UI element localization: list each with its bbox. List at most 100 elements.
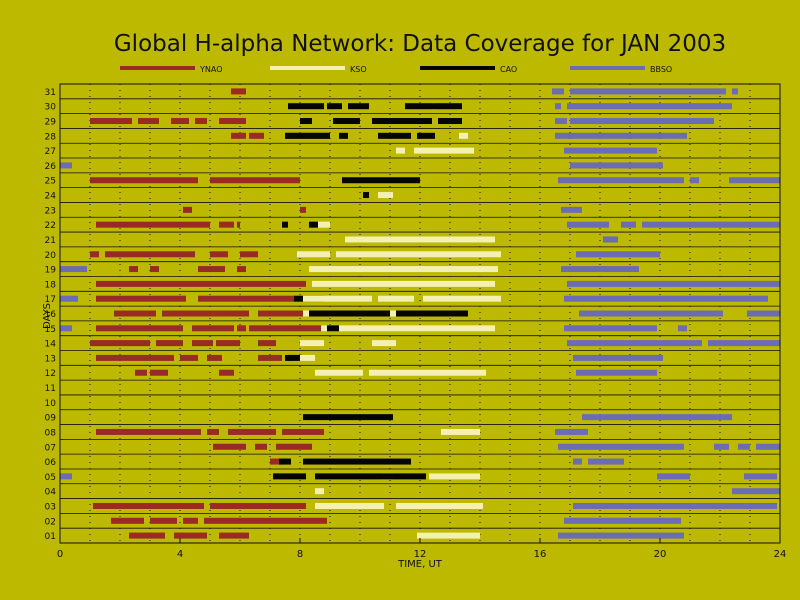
coverage-bar-bbso	[621, 221, 636, 228]
coverage-bar-ynao	[171, 118, 189, 125]
coverage-bar-bbso	[582, 414, 732, 421]
y-tick-label: 24	[45, 192, 57, 202]
coverage-bar-bbso	[60, 295, 78, 302]
coverage-bar-bbso	[573, 458, 582, 465]
coverage-bar-bbso	[657, 473, 690, 480]
legend-label-ynao: YNAO	[199, 65, 223, 74]
coverage-bar-bbso	[747, 310, 780, 317]
coverage-bar-cao	[279, 458, 291, 465]
coverage-bar-kso	[396, 147, 405, 154]
y-tick-label: 20	[45, 251, 57, 261]
coverage-bar-cao	[309, 221, 318, 228]
coverage-bar-cao	[309, 310, 390, 317]
y-tick-label: 15	[45, 325, 56, 335]
coverage-bar-bbso	[570, 118, 714, 125]
y-axis-label: DAYS	[42, 303, 53, 329]
y-tick-label: 26	[45, 162, 57, 172]
coverage-bar-bbso	[60, 266, 87, 273]
coverage-bar-ynao	[114, 310, 156, 317]
coverage-bar-cao	[333, 118, 360, 125]
coverage-bar-ynao	[255, 443, 267, 450]
legend-label-cao: CAO	[500, 65, 517, 74]
coverage-bar-ynao	[90, 251, 99, 258]
coverage-bar-bbso	[570, 88, 726, 95]
coverage-bar-kso	[372, 340, 396, 347]
y-tick-label: 19	[45, 266, 57, 276]
coverage-bar-cao	[342, 177, 420, 184]
coverage-bar-ynao	[198, 295, 324, 302]
coverage-bar-cao	[315, 473, 426, 480]
y-tick-label: 11	[45, 384, 56, 394]
coverage-bar-bbso	[642, 221, 780, 228]
y-tick-label: 06	[45, 458, 57, 468]
x-tick-label: 12	[414, 549, 427, 560]
coverage-bar-ynao	[192, 340, 213, 347]
coverage-bar-ynao	[198, 266, 225, 273]
coverage-bar-bbso	[564, 517, 681, 524]
coverage-bar-ynao	[192, 325, 234, 332]
y-tick-label: 09	[45, 414, 57, 424]
coverage-bar-ynao	[210, 502, 306, 509]
coverage-bar-bbso	[60, 325, 72, 332]
y-tick-label: 04	[45, 488, 57, 498]
coverage-bar-ynao	[228, 428, 276, 435]
coverage-bar-ynao	[183, 517, 198, 524]
coverage-bar-ynao	[237, 325, 246, 332]
coverage-bar-bbso	[555, 132, 687, 139]
coverage-bar-ynao	[258, 340, 276, 347]
chart-title: Global H-alpha Network: Data Coverage fo…	[114, 31, 726, 57]
series-cao	[273, 103, 468, 480]
coverage-bar-ynao	[138, 118, 159, 125]
y-tick-label: 31	[45, 88, 56, 98]
coverage-bar-ynao	[96, 295, 186, 302]
coverage-bar-bbso	[555, 428, 588, 435]
coverage-bar-kso	[294, 295, 372, 302]
coverage-bar-bbso	[567, 280, 780, 287]
coverage-bar-cao	[282, 221, 288, 228]
coverage-bar-kso	[294, 354, 315, 361]
coverage-bar-ynao	[282, 428, 324, 435]
y-tick-label: 17	[45, 295, 56, 305]
coverage-bar-cao	[288, 103, 324, 110]
coverage-bar-kso	[369, 369, 486, 376]
coverage-bar-ynao	[96, 325, 183, 332]
coverage-bar-kso	[315, 221, 330, 228]
coverage-bar-kso	[423, 295, 501, 302]
coverage-bar-bbso	[564, 325, 657, 332]
coverage-bar-bbso	[552, 88, 564, 95]
coverage-bar-ynao	[210, 251, 228, 258]
coverage-bar-bbso	[561, 206, 582, 213]
coverage-bar-kso	[315, 369, 363, 376]
y-tick-label: 22	[45, 221, 56, 231]
coverage-bar-bbso	[558, 532, 684, 539]
legend-label-bbso: BBSO	[650, 65, 672, 74]
coverage-bar-ynao	[195, 118, 207, 125]
legend: YNAO KSO CAO BBSO	[120, 65, 672, 74]
coverage-bar-ynao	[96, 221, 210, 228]
coverage-bar-bbso	[555, 118, 567, 125]
coverage-bar-cao	[417, 132, 435, 139]
y-tick-label: 23	[45, 206, 56, 216]
y-tick-label: 02	[45, 517, 56, 527]
coverage-bar-ynao	[204, 517, 327, 524]
coverage-bar-ynao	[231, 132, 246, 139]
coverage-bar-kso	[429, 473, 480, 480]
y-tick-label: 29	[45, 118, 57, 128]
x-tick-label: 24	[774, 549, 787, 560]
grid	[60, 83, 780, 544]
coverage-bar-ynao	[240, 251, 258, 258]
coverage-bar-ynao	[96, 428, 201, 435]
coverage-bar-ynao	[162, 310, 249, 317]
coverage-bar-ynao	[258, 310, 324, 317]
coverage-bar-cao	[273, 473, 306, 480]
coverage-bar-bbso	[690, 177, 699, 184]
coverage-bar-kso	[297, 251, 330, 258]
coverage-bar-kso	[459, 132, 468, 139]
coverage-bar-kso	[414, 147, 474, 154]
coverage-bar-ynao	[156, 340, 183, 347]
coverage-bar-bbso	[564, 147, 657, 154]
coverage-bar-bbso	[588, 458, 624, 465]
coverage-bar-bbso	[729, 177, 780, 184]
coverage-bar-cao	[294, 295, 303, 302]
